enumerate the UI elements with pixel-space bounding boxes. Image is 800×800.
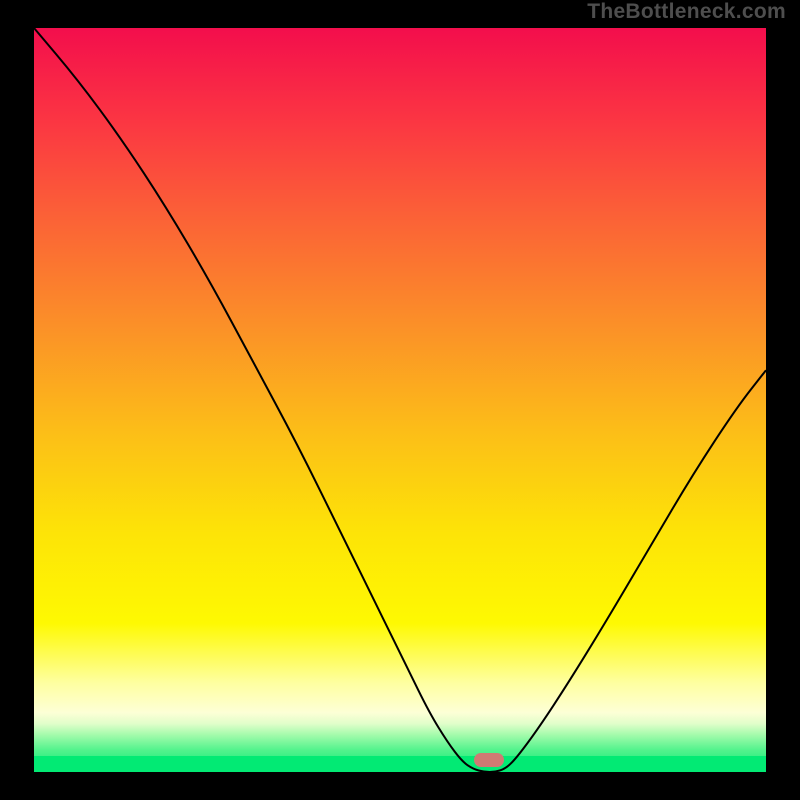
optimum-marker	[474, 753, 504, 767]
chart-frame: TheBottleneck.com	[0, 0, 800, 800]
watermark-text: TheBottleneck.com	[587, 0, 786, 24]
plot-area	[34, 28, 766, 772]
bottleneck-curve	[34, 28, 766, 772]
